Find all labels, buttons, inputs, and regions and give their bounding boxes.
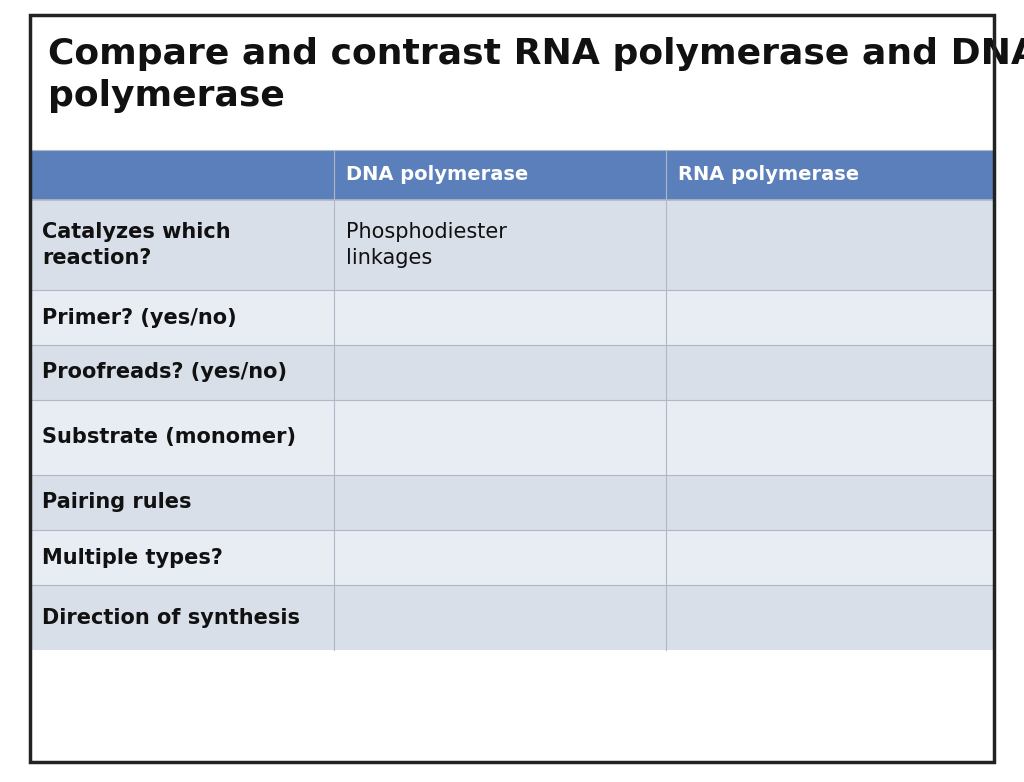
Text: Compare and contrast RNA polymerase and DNA
polymerase: Compare and contrast RNA polymerase and … [48, 37, 1024, 113]
Text: RNA polymerase: RNA polymerase [678, 166, 859, 185]
Bar [30, 15, 994, 150]
Bar [30, 345, 994, 400]
Text: Multiple types?: Multiple types? [42, 547, 223, 568]
Bar [30, 475, 994, 530]
Bar [30, 530, 994, 585]
Bar [30, 585, 994, 650]
Text: Proofreads? (yes/no): Proofreads? (yes/no) [42, 363, 287, 382]
Bar [30, 200, 994, 290]
Bar [30, 290, 994, 345]
Text: Phosphodiester
linkages: Phosphodiester linkages [346, 222, 507, 268]
Bar [30, 150, 994, 200]
Text: Catalyzes which
reaction?: Catalyzes which reaction? [42, 222, 230, 268]
Text: DNA polymerase: DNA polymerase [346, 166, 528, 185]
Bar [30, 400, 994, 475]
Text: Substrate (monomer): Substrate (monomer) [42, 428, 296, 447]
Text: Direction of synthesis: Direction of synthesis [42, 608, 300, 627]
Text: Pairing rules: Pairing rules [42, 493, 191, 512]
Text: Primer? (yes/no): Primer? (yes/no) [42, 307, 237, 328]
